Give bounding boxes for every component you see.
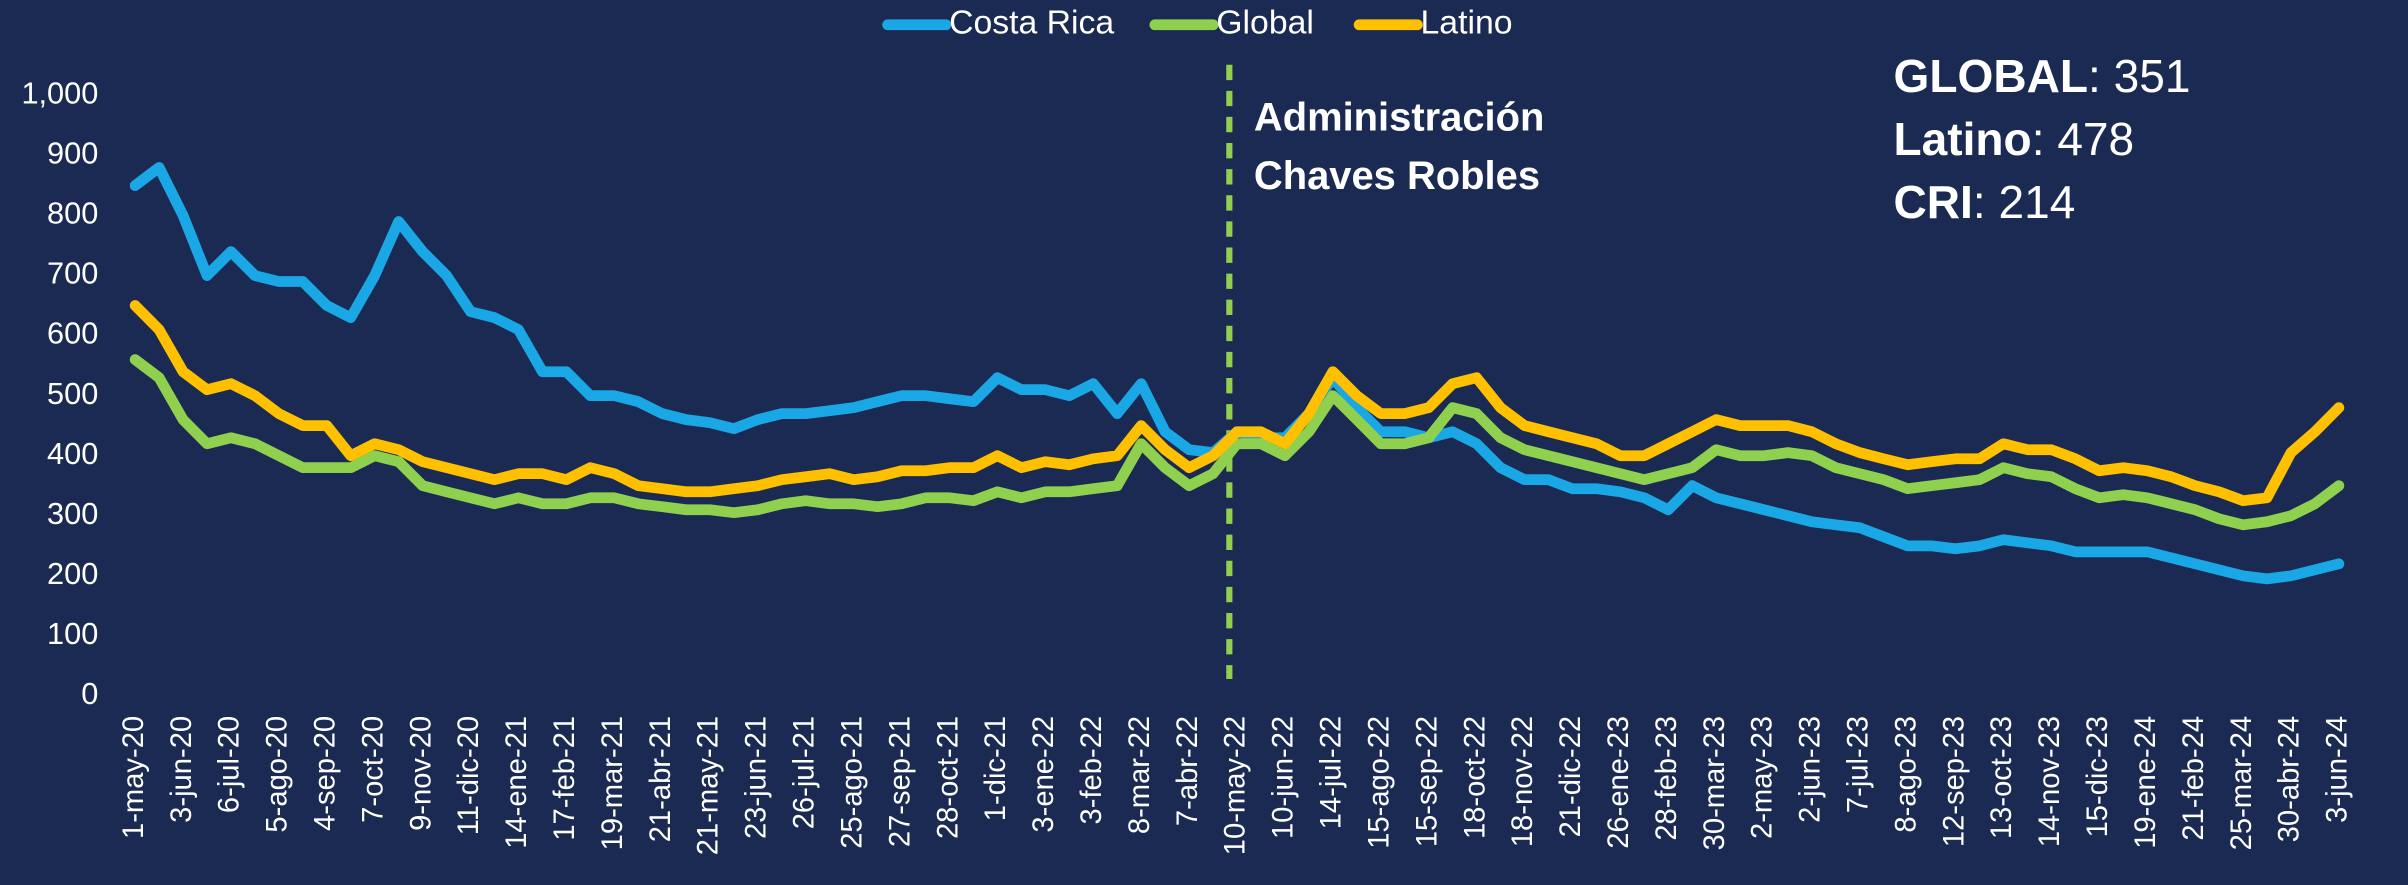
stat-separator: : xyxy=(1973,176,1999,228)
y-tick-label: 600 xyxy=(47,316,98,351)
x-tick-label: 14-ene-21 xyxy=(501,716,533,849)
x-tick-label: 10-may-22 xyxy=(1220,716,1252,855)
x-tick-label: 25-mar-24 xyxy=(2226,716,2258,851)
y-tick-label: 500 xyxy=(47,376,98,411)
x-tick-label: 12-sep-23 xyxy=(1938,716,1970,847)
x-tick-label: 30-mar-23 xyxy=(1699,716,1731,851)
legend-label: Costa Rica xyxy=(949,4,1114,42)
x-tick-label: 2-may-23 xyxy=(1747,716,1779,839)
x-tick-label: 14-nov-23 xyxy=(2034,716,2066,847)
x-tick-label: 6-jul-20 xyxy=(214,716,246,813)
y-tick-label: 1,000 xyxy=(21,76,98,111)
x-tick-label: 8-mar-22 xyxy=(1124,716,1156,834)
x-tick-label: 2-jun-23 xyxy=(1795,716,1827,823)
x-tick-label: 19-mar-21 xyxy=(597,716,629,851)
x-tick-label: 21-dic-22 xyxy=(1555,716,1587,838)
x-tick-label: 19-ene-24 xyxy=(2130,716,2162,849)
x-tick-label: 7-abr-22 xyxy=(1172,716,1204,826)
x-tick-label: 25-ago-21 xyxy=(836,716,868,849)
x-tick-label: 21-abr-21 xyxy=(645,716,677,842)
x-tick-label: 1-dic-21 xyxy=(980,716,1012,821)
x-tick-label: 14-jul-22 xyxy=(1316,716,1348,829)
x-tick-label: 10-jun-22 xyxy=(1268,716,1300,839)
annotation: Chaves Robles xyxy=(1254,154,1540,198)
x-tick-label: 7-jul-23 xyxy=(1843,716,1875,813)
stat: Latino: 478 xyxy=(1894,113,2135,165)
y-tick-label: 900 xyxy=(47,136,98,171)
legend-label: Latino xyxy=(1421,4,1513,42)
x-tick-label: 28-oct-21 xyxy=(932,716,964,839)
x-tick-label: 18-nov-22 xyxy=(1507,716,1539,847)
series-line xyxy=(129,354,2345,531)
stat-value: 478 xyxy=(2057,113,2134,165)
y-tick-label: 0 xyxy=(81,676,98,711)
y-tick-label: 700 xyxy=(47,256,98,291)
stat-label: Latino xyxy=(1894,113,2032,165)
x-tick-label: 30-abr-24 xyxy=(2274,716,2306,842)
x-tick-label: 21-feb-24 xyxy=(2178,716,2210,841)
stat-separator: : xyxy=(2088,50,2114,102)
x-tick-label: 3-jun-24 xyxy=(2322,716,2354,823)
y-tick-label: 300 xyxy=(47,496,98,531)
x-tick-label: 17-feb-21 xyxy=(549,716,581,841)
stat-separator: : xyxy=(2032,113,2058,165)
x-tick-label: 3-jun-20 xyxy=(166,716,198,823)
x-tick-label: 5-ago-20 xyxy=(262,716,294,833)
y-tick-label: 100 xyxy=(47,616,98,651)
stat-value: 214 xyxy=(1998,176,2075,228)
legend-label: Global xyxy=(1216,4,1314,42)
x-tick-label: 15-dic-23 xyxy=(2082,716,2114,838)
y-tick-label: 800 xyxy=(47,196,98,231)
x-tick-label: 8-ago-23 xyxy=(1890,716,1922,833)
x-tick-label: 18-oct-22 xyxy=(1459,716,1491,839)
x-tick-label: 26-ene-23 xyxy=(1603,716,1635,849)
x-tick-label: 23-jun-21 xyxy=(741,716,773,839)
y-tick-label: 400 xyxy=(47,436,98,471)
x-tick-label: 15-sep-22 xyxy=(1411,716,1443,847)
stat-label: GLOBAL xyxy=(1894,50,2088,102)
x-tick-label: 13-oct-23 xyxy=(1986,716,2018,839)
stat: CRI: 214 xyxy=(1894,176,2076,228)
stat: GLOBAL: 351 xyxy=(1894,50,2191,102)
x-tick-label: 3-ene-22 xyxy=(1028,716,1060,833)
series-line xyxy=(129,300,2345,507)
x-tick-label: 26-jul-21 xyxy=(789,716,821,829)
stat-label: CRI xyxy=(1894,176,1973,228)
y-tick-label: 200 xyxy=(47,556,98,591)
x-tick-label: 28-feb-23 xyxy=(1651,716,1683,841)
x-tick-label: 21-may-21 xyxy=(693,716,725,855)
annotation: Administración xyxy=(1254,96,1544,140)
x-tick-label: 7-oct-20 xyxy=(357,716,389,823)
stat-value: 351 xyxy=(2114,50,2191,102)
x-tick-label: 1-may-20 xyxy=(118,716,150,839)
x-tick-label: 27-sep-21 xyxy=(884,716,916,847)
x-tick-label: 15-ago-22 xyxy=(1363,716,1395,849)
x-tick-label: 4-sep-20 xyxy=(309,716,341,831)
x-tick-label: 9-nov-20 xyxy=(405,716,437,831)
x-tick-label: 11-dic-20 xyxy=(453,716,485,835)
x-tick-label: 3-feb-22 xyxy=(1076,716,1108,825)
